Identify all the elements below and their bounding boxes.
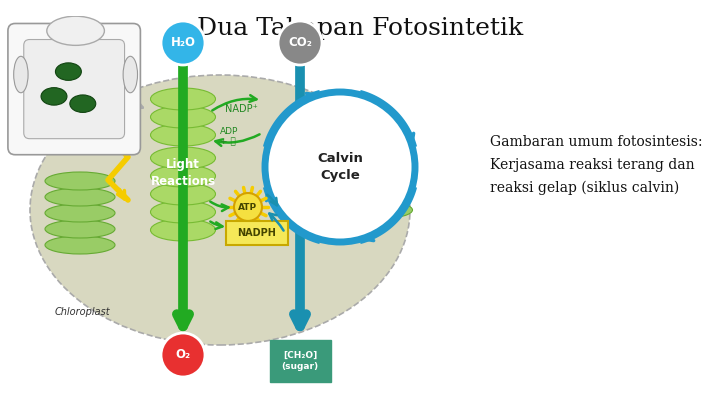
Ellipse shape	[70, 95, 96, 113]
Ellipse shape	[30, 75, 410, 345]
Text: NADPH: NADPH	[238, 228, 276, 238]
Ellipse shape	[358, 188, 413, 204]
FancyBboxPatch shape	[226, 221, 288, 245]
Text: Chloroplast: Chloroplast	[55, 307, 111, 317]
Ellipse shape	[45, 172, 115, 190]
Ellipse shape	[150, 183, 215, 205]
Circle shape	[234, 193, 262, 221]
Text: H₂O: H₂O	[171, 36, 196, 49]
Ellipse shape	[45, 89, 115, 107]
Circle shape	[161, 21, 205, 65]
FancyArrowPatch shape	[110, 53, 143, 108]
Text: O₂: O₂	[176, 348, 191, 362]
Ellipse shape	[358, 160, 413, 176]
Circle shape	[265, 92, 415, 242]
Text: Dua Tahapan Fotosintetik: Dua Tahapan Fotosintetik	[197, 17, 523, 40]
Ellipse shape	[55, 63, 81, 80]
Ellipse shape	[45, 220, 115, 238]
Ellipse shape	[14, 56, 28, 93]
FancyArrowPatch shape	[210, 202, 228, 211]
Ellipse shape	[45, 121, 115, 139]
Ellipse shape	[45, 105, 115, 123]
Ellipse shape	[150, 88, 215, 110]
Ellipse shape	[150, 106, 215, 128]
Circle shape	[278, 21, 322, 65]
Text: Gambaran umum fotosintesis:
Kerjasama reaksi terang dan
reaksi gelap (siklus cal: Gambaran umum fotosintesis: Kerjasama re…	[490, 135, 703, 195]
Ellipse shape	[150, 165, 215, 187]
Text: ADP
+ ⒵: ADP + ⒵	[220, 127, 238, 147]
Text: [CH₂O]
(sugar): [CH₂O] (sugar)	[282, 351, 318, 371]
Ellipse shape	[150, 124, 215, 146]
Text: NADP⁺: NADP⁺	[225, 104, 258, 114]
FancyArrowPatch shape	[267, 195, 277, 205]
Circle shape	[161, 333, 205, 377]
Text: ATP: ATP	[238, 202, 258, 211]
Ellipse shape	[358, 174, 413, 190]
Text: Calvin
Cycle: Calvin Cycle	[317, 152, 363, 182]
FancyArrowPatch shape	[269, 213, 284, 230]
FancyArrowPatch shape	[210, 222, 222, 229]
Text: Light: Light	[82, 67, 110, 77]
Ellipse shape	[45, 236, 115, 254]
Ellipse shape	[150, 219, 215, 241]
Ellipse shape	[150, 201, 215, 223]
Text: CO₂: CO₂	[288, 36, 312, 49]
FancyArrowPatch shape	[215, 134, 259, 146]
Ellipse shape	[45, 73, 115, 91]
Text: Light
Reactions: Light Reactions	[150, 158, 215, 188]
Ellipse shape	[47, 16, 104, 45]
Ellipse shape	[123, 56, 138, 93]
Ellipse shape	[45, 204, 115, 222]
Ellipse shape	[150, 147, 215, 169]
FancyBboxPatch shape	[24, 40, 125, 139]
FancyBboxPatch shape	[8, 23, 140, 155]
Ellipse shape	[45, 188, 115, 206]
Ellipse shape	[358, 202, 413, 218]
FancyBboxPatch shape	[270, 340, 331, 382]
FancyArrowPatch shape	[212, 95, 256, 111]
Ellipse shape	[41, 87, 67, 105]
